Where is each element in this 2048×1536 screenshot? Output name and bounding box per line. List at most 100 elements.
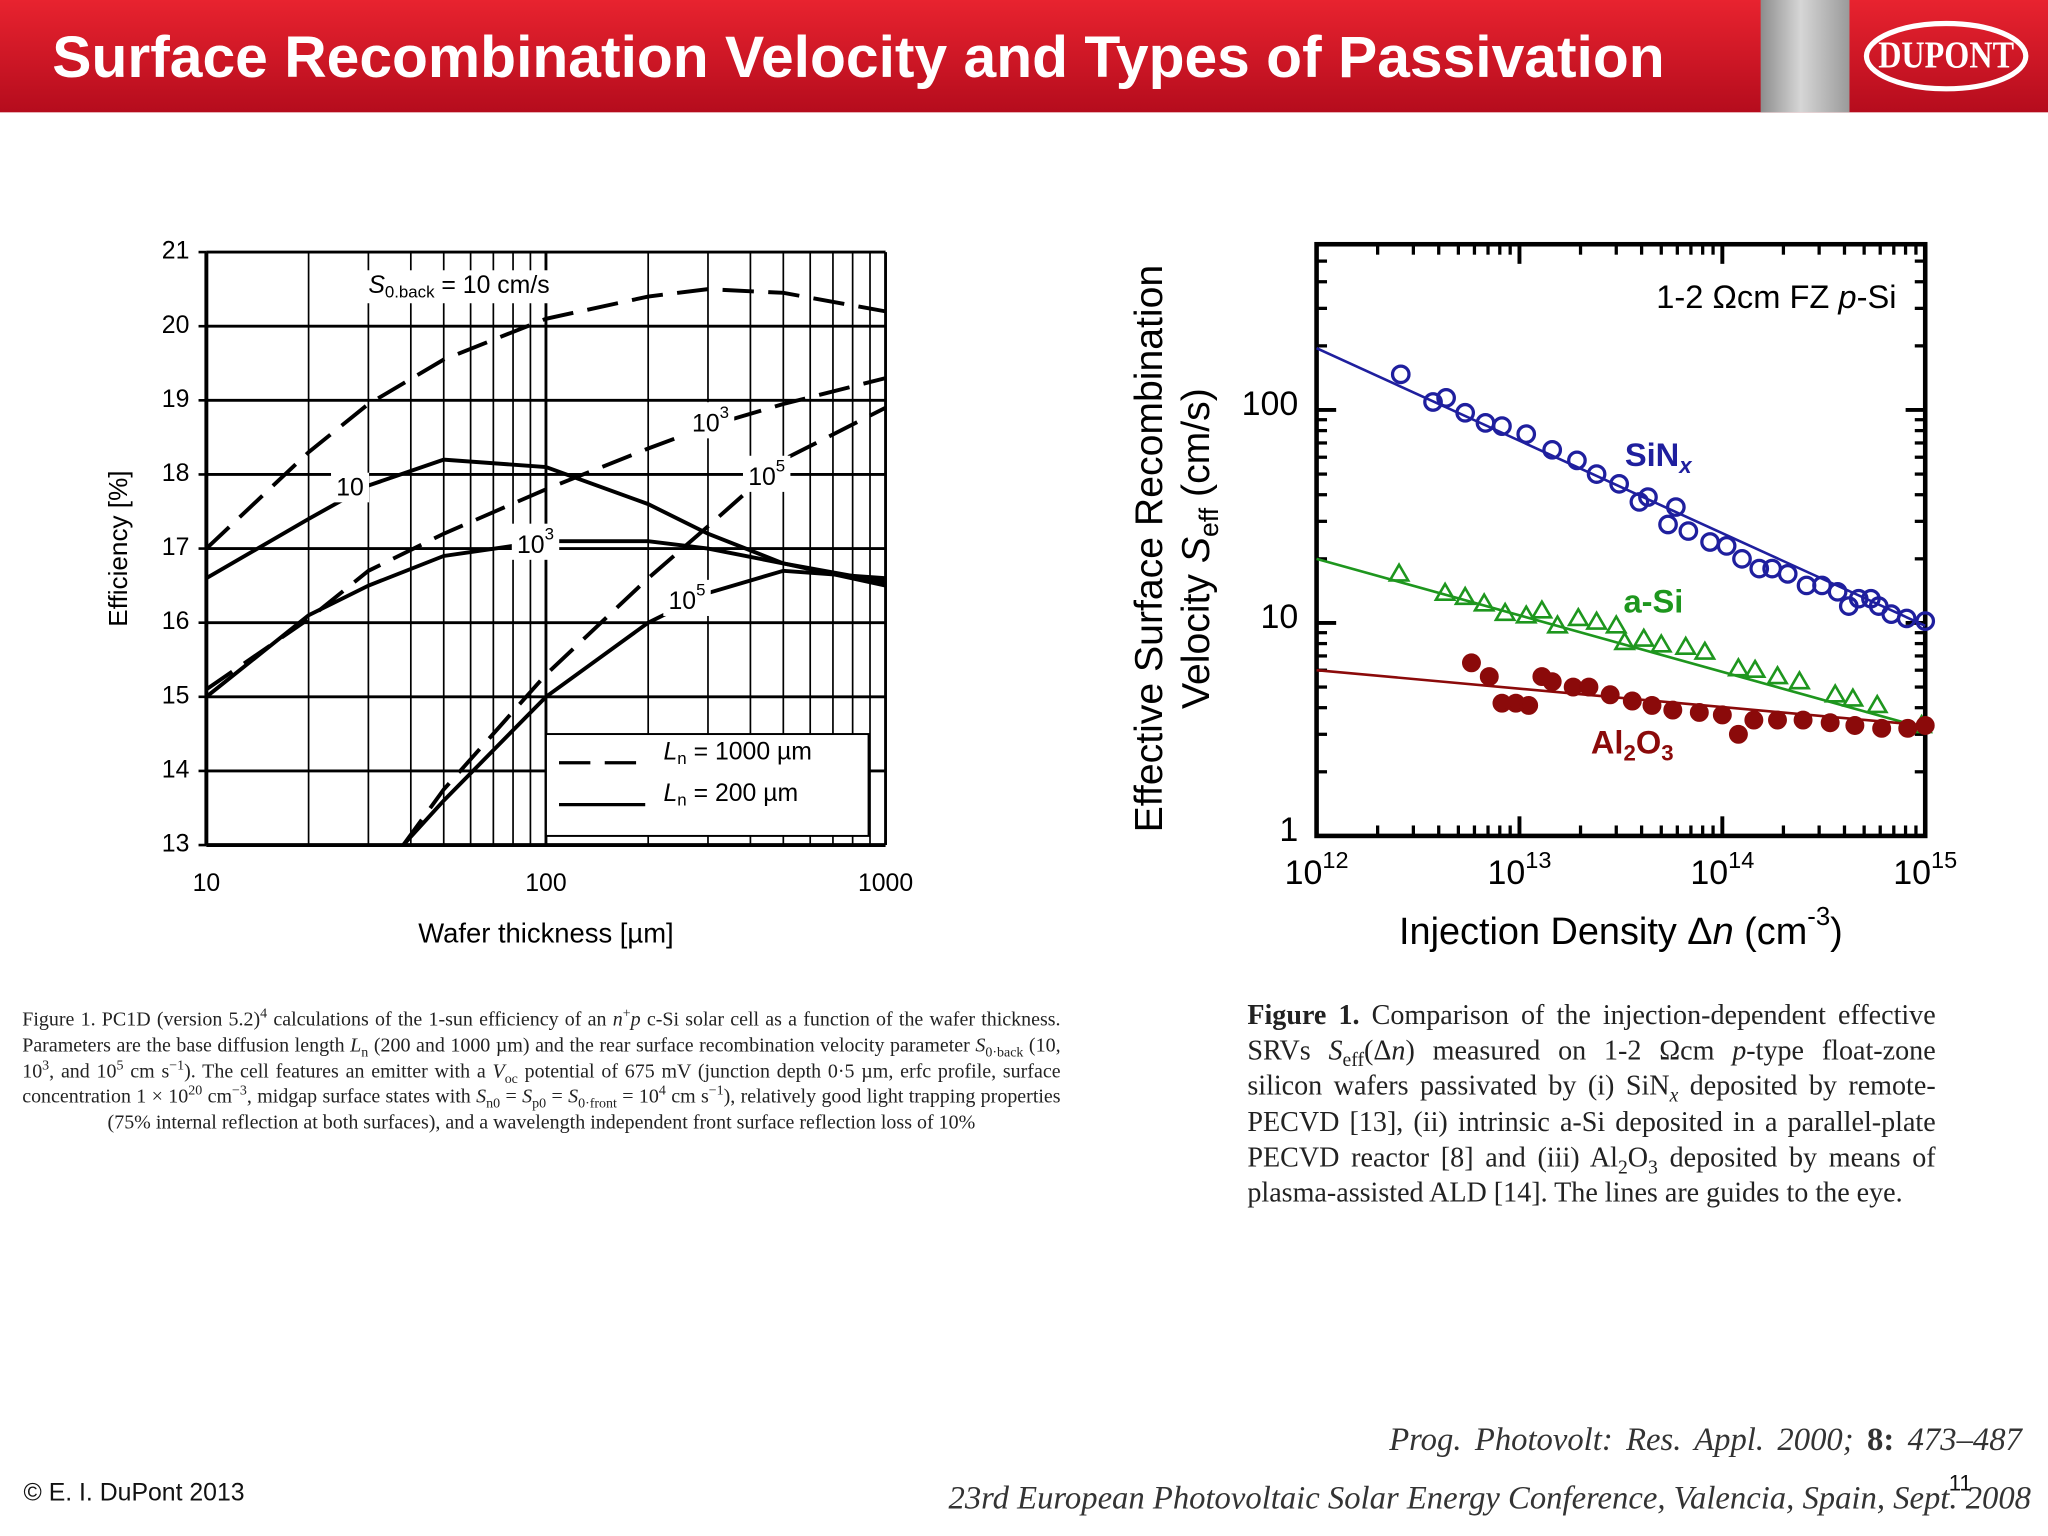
text-run: S bbox=[368, 272, 385, 299]
text-run: −1 bbox=[708, 1083, 724, 1099]
text-run: x bbox=[1669, 1086, 1679, 1108]
data-point bbox=[1604, 614, 1628, 634]
text-run: 5 bbox=[696, 581, 705, 600]
tick-label-base: 10 bbox=[1893, 854, 1931, 892]
y-tick-label: 19 bbox=[162, 386, 190, 413]
series-label: SiNx bbox=[1625, 436, 1693, 478]
text-run: O bbox=[1636, 723, 1661, 760]
text-run: (10, 10 bbox=[22, 1034, 1061, 1083]
data-point bbox=[1649, 633, 1673, 653]
series-label: Al2O3 bbox=[1591, 723, 1674, 765]
data-point bbox=[1845, 716, 1865, 735]
text-run: cm bbox=[202, 1085, 232, 1109]
data-point bbox=[1387, 562, 1411, 582]
text-run: = 10 bbox=[616, 1085, 659, 1109]
text-run: n bbox=[1391, 1034, 1406, 1067]
data-point bbox=[1600, 685, 1620, 705]
text-run: c-Si solar cell as a function of the waf… bbox=[22, 1008, 1061, 1057]
text-run: a-Si bbox=[1624, 582, 1684, 619]
data-point bbox=[1728, 724, 1748, 744]
data-point bbox=[1542, 439, 1563, 460]
text-run: n bbox=[677, 791, 686, 810]
text-run: (cm bbox=[1734, 911, 1808, 953]
annotation-background bbox=[742, 455, 791, 492]
tick-label-base: 10 bbox=[1488, 854, 1526, 892]
x-tick-label: 10 bbox=[193, 870, 221, 897]
text-run: Velocity bbox=[1175, 563, 1218, 709]
text-run: 3 bbox=[1648, 1157, 1658, 1179]
data-point bbox=[1663, 700, 1683, 720]
data-point bbox=[1841, 687, 1865, 707]
text-run: Al bbox=[1591, 723, 1624, 760]
data-point bbox=[1566, 606, 1590, 627]
text-run: potential of 675 mV (junction depth 0·5 … bbox=[22, 1060, 1061, 1109]
annotation: S0.back = 10 cm/s bbox=[368, 272, 549, 302]
text-run: Comparison of the injection-dependent ef… bbox=[1247, 999, 1936, 1067]
text-run: Effective Surface Recombination bbox=[1128, 265, 1171, 833]
y-tick-label: 13 bbox=[162, 831, 190, 858]
text-run: 20 bbox=[188, 1083, 203, 1099]
data-point bbox=[1872, 718, 1892, 738]
tick-label-exponent: 13 bbox=[1525, 847, 1551, 873]
text-run: L bbox=[664, 738, 678, 765]
annotation-background bbox=[663, 579, 711, 616]
text-run: 0.back bbox=[385, 283, 435, 302]
plot-frame bbox=[1314, 241, 1928, 839]
text-run: 4 bbox=[260, 1005, 268, 1022]
text-run: ), relatively good light trapping proper… bbox=[107, 1085, 1061, 1134]
data-point bbox=[1472, 592, 1496, 612]
reference: Prog. Photovolt: Res. Appl. 2000; 8: 473… bbox=[1389, 1422, 2022, 1459]
x-tick-label: 1013 bbox=[1488, 847, 1552, 892]
data-point bbox=[1732, 548, 1752, 569]
y-axis-title: Effective Surface Recombination bbox=[1128, 265, 1171, 833]
legend-box bbox=[544, 733, 870, 837]
data-point bbox=[1455, 402, 1476, 423]
series-label: a-Si bbox=[1624, 582, 1684, 619]
data-point bbox=[1716, 536, 1737, 556]
data-point bbox=[1423, 392, 1443, 412]
text-run: = bbox=[546, 1085, 569, 1109]
data-point bbox=[1493, 601, 1517, 622]
data-point bbox=[1586, 464, 1607, 484]
y-tick-label: 18 bbox=[162, 460, 190, 487]
tick-label-exponent: 12 bbox=[1322, 847, 1348, 873]
logo: DUPONT bbox=[1863, 20, 2029, 92]
data-point bbox=[1865, 693, 1889, 714]
text-run: S bbox=[975, 1034, 986, 1057]
tick-label-base: 10 bbox=[1285, 854, 1323, 892]
text-run: ) bbox=[1830, 911, 1843, 953]
y-tick-label: 100 bbox=[1242, 385, 1299, 423]
text-run: 10 bbox=[748, 464, 776, 491]
data-point bbox=[1567, 450, 1587, 471]
annotation: 105 bbox=[669, 581, 706, 615]
text-run: 0·back bbox=[985, 1044, 1024, 1061]
text-run: (cm/s) bbox=[1175, 388, 1218, 508]
y-axis-title: Efficiency [%] bbox=[103, 470, 133, 626]
line-series bbox=[401, 568, 886, 847]
text-run: 3 bbox=[720, 404, 729, 423]
caption-left: Figure 1. PC1D (version 5.2)4 calculatio… bbox=[22, 1005, 1061, 1136]
text-run: Injection Density Δ bbox=[1399, 911, 1713, 953]
annotation-background bbox=[511, 523, 560, 560]
text-run: 3 bbox=[42, 1057, 50, 1073]
text-run: n bbox=[677, 749, 686, 768]
text-run: 3 bbox=[545, 525, 554, 544]
text-run: ). The cell features an emitter with a bbox=[184, 1060, 493, 1083]
data-point bbox=[1712, 705, 1732, 725]
data-point bbox=[1793, 710, 1813, 730]
logo-text: DUPONT bbox=[1878, 34, 2014, 76]
annotation-background bbox=[363, 270, 555, 304]
text-run: p bbox=[630, 1008, 641, 1031]
line-series bbox=[401, 405, 887, 847]
text-run: −3 bbox=[231, 1083, 247, 1099]
data-point bbox=[1744, 710, 1764, 730]
text-run: Figure 1. PC1D (version 5.2) bbox=[22, 1008, 261, 1031]
data-point bbox=[1433, 581, 1457, 601]
line-series bbox=[205, 287, 886, 550]
data-point bbox=[1896, 608, 1917, 629]
data-point bbox=[1689, 702, 1709, 722]
text-run: 0·front bbox=[578, 1096, 617, 1113]
data-point bbox=[1665, 497, 1686, 517]
text-run: n bbox=[612, 1008, 623, 1031]
